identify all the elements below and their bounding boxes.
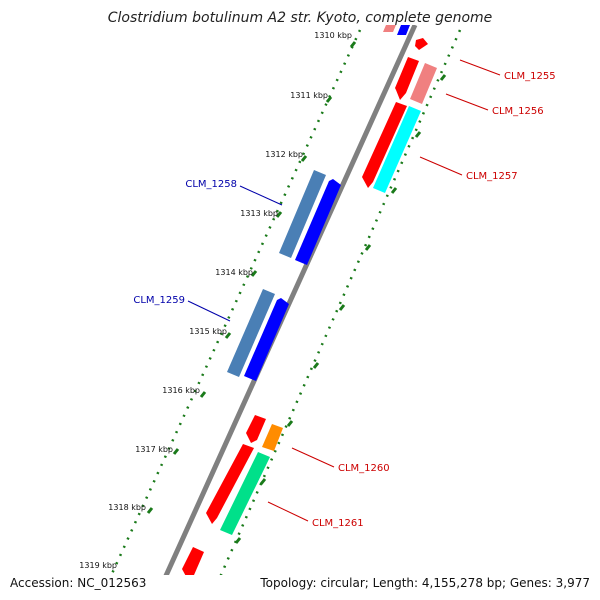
inner-major-ticks — [146, 41, 357, 514]
inner-tick-ring — [109, 29, 362, 575]
gene-feature-partial[interactable] — [397, 25, 410, 35]
gene-feature-clm-1258[interactable] — [279, 170, 326, 258]
gene-label-clm-1255[interactable]: CLM_1255 — [504, 71, 556, 82]
label-leaders — [187, 59, 501, 522]
gene-label-clm-1257[interactable]: CLM_1257 — [466, 171, 518, 182]
gene-label-clm-1261[interactable]: CLM_1261 — [312, 518, 364, 529]
tick-label: 1311 kbp — [290, 91, 328, 100]
tick-label: 1319 kbp — [79, 561, 117, 570]
gene-feature-small[interactable] — [415, 38, 428, 50]
gene-label-clm-1258[interactable]: CLM_1258 — [185, 179, 237, 190]
gene-label-clm-1259[interactable]: CLM_1259 — [133, 295, 185, 306]
gene-feature-blue-arrow[interactable] — [295, 179, 341, 265]
gene-feature-red-arrow[interactable] — [362, 102, 407, 188]
tick-label: 1310 kbp — [314, 31, 352, 40]
topology-text: Topology: circular; Length: 4,155,278 bp… — [260, 576, 590, 590]
tick-label: 1317 kbp — [135, 445, 173, 454]
outer-tick-ring — [219, 29, 462, 575]
tick-label: 1312 kbp — [265, 150, 303, 159]
gene-feature-clm-1257[interactable] — [373, 106, 421, 193]
map-title: Clostridium botulinum A2 str. Kyoto, com… — [108, 10, 493, 26]
outer-major-ticks — [234, 74, 447, 544]
gene-feature-red-arrow[interactable] — [206, 444, 254, 524]
gene-feature-clm-1259[interactable] — [227, 289, 275, 377]
gene-label-clm-1256[interactable]: CLM_1256 — [492, 106, 544, 117]
gene-feature-clm-1260[interactable] — [262, 424, 283, 451]
gene-feature-blue-arrow[interactable] — [244, 298, 289, 381]
gene-feature-clm-1256[interactable] — [410, 63, 437, 104]
gene-feature-red-small[interactable] — [246, 415, 266, 443]
tick-label: 1316 kbp — [162, 386, 200, 395]
tick-label: 1315 kbp — [189, 327, 227, 336]
gene-feature-partial[interactable] — [383, 25, 396, 32]
gene-feature-partial[interactable] — [182, 547, 204, 580]
gene-feature-clm-1255[interactable] — [395, 57, 419, 100]
gene-feature-partial[interactable] — [195, 585, 210, 600]
gene-feature-clm-1261[interactable] — [220, 452, 270, 535]
gene-label-clm-1260[interactable]: CLM_1260 — [338, 463, 390, 474]
accession-text: Accession: NC_012563 — [10, 576, 147, 590]
gene-feature-partial[interactable] — [170, 584, 186, 600]
tick-label: 1318 kbp — [108, 503, 146, 512]
tick-label: 1314 kbp — [215, 268, 253, 277]
tick-label: 1313 kbp — [240, 209, 278, 218]
